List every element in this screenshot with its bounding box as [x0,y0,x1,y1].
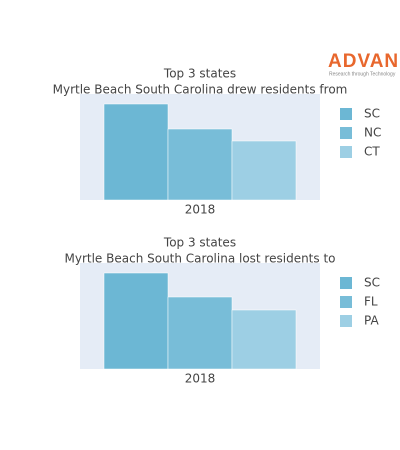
legend-swatch [340,108,352,120]
bar [167,296,233,370]
logo: ADVAN [328,51,399,72]
bar [103,103,169,201]
x-tick-label: 2018 [185,372,216,386]
legend-label: SC [364,276,380,290]
legend-label: CT [364,145,380,159]
legend-swatch [340,146,352,158]
legend-swatch [340,127,352,139]
logo-tagline: Research through Technology [329,71,396,77]
legend-label: NC [364,126,381,140]
chart-subtitle: Myrtle Beach South Carolina drew residen… [53,83,348,97]
bar [103,272,169,370]
bar [231,309,297,370]
chart-subtitle: Myrtle Beach South Carolina lost residen… [65,252,336,266]
bar [231,140,297,201]
legend-swatch [340,277,352,289]
legend-swatch [340,296,352,308]
chart-title: Top 3 states [163,67,236,81]
legend-label: FL [364,295,378,309]
legend-swatch [340,315,352,327]
chart-title: Top 3 states [163,236,236,250]
x-tick-label: 2018 [185,203,216,217]
legend-label: PA [364,314,379,328]
legend-label: SC [364,107,380,121]
bar [167,128,233,201]
